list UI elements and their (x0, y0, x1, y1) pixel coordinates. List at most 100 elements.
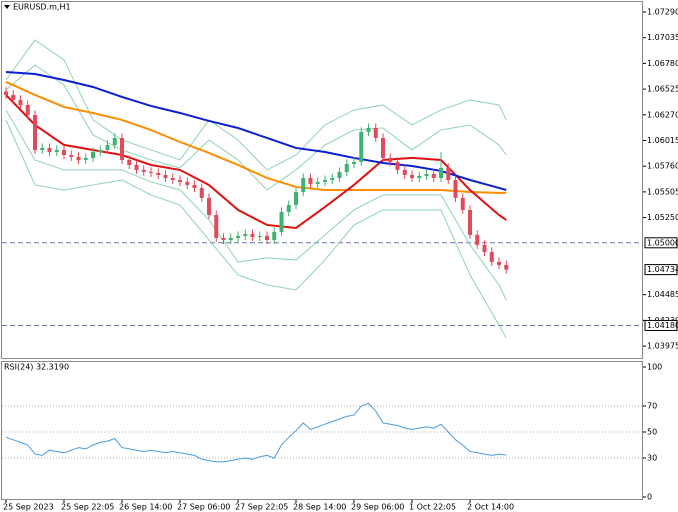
candle-body (410, 174, 414, 178)
candle-body (301, 177, 306, 192)
candle-body (504, 264, 509, 270)
x-tick-label: 25 Sep 2023 (3, 503, 54, 512)
price-level-label: 1.05000 (647, 238, 678, 247)
candle-body (460, 197, 465, 210)
candle-body (127, 159, 132, 165)
candle-body (431, 173, 436, 178)
candle-body (308, 177, 313, 184)
candle-body (257, 235, 262, 237)
x-tick-label: 26 Sep 14:00 (119, 503, 172, 512)
candle-body (243, 233, 248, 236)
candle-body (330, 177, 335, 180)
candle-body (344, 163, 349, 172)
price-level-box (644, 319, 678, 331)
candle-body (228, 237, 233, 240)
candle-body (446, 167, 451, 180)
y-tick-label: 1.07290 (647, 7, 678, 16)
candle-body (323, 180, 327, 182)
candle-body (62, 149, 66, 156)
y-tick-label: 0 (647, 493, 652, 502)
candle-body (4, 91, 8, 95)
candle-body (170, 177, 175, 180)
candle-body (69, 155, 74, 157)
rsi-line (5, 402, 507, 463)
indicator-line (5, 64, 507, 191)
candle-body (294, 191, 298, 205)
candle-body (207, 197, 211, 215)
candle-body (337, 171, 342, 178)
candle-body (482, 244, 487, 252)
candle-body (453, 180, 458, 198)
rsi-title: RSI(24) 32.3190 (4, 363, 69, 372)
candle-body (149, 171, 153, 173)
y-tick-label: 1.05250 (647, 213, 678, 222)
price-panel (1, 1, 643, 359)
candle-body (163, 174, 168, 178)
candle-body (388, 157, 393, 162)
indicator-line (5, 109, 507, 301)
candle-body (47, 147, 52, 152)
y-tick-label: 1.06525 (647, 85, 678, 94)
candle-body (156, 172, 161, 175)
candle-body (373, 127, 378, 138)
y-tick-label: 1.05760 (647, 162, 678, 171)
candle-body (33, 114, 37, 150)
x-tick-label: 25 Sep 22:05 (61, 503, 114, 512)
candle-body (272, 231, 277, 240)
candle-body (250, 233, 255, 237)
candle-body (221, 237, 226, 240)
indicator-line (5, 119, 507, 339)
x-tick-label: 27 Sep 22:05 (235, 503, 288, 512)
candle-body (395, 161, 400, 170)
rsi-panel (1, 361, 643, 500)
candle-body (18, 99, 23, 106)
current-price-label: 1.04734 (647, 265, 678, 274)
candle-body (98, 149, 103, 152)
candle-body (192, 184, 197, 188)
y-tick-label: 1.07035 (647, 33, 678, 42)
x-tick-label: 27 Sep 06:00 (177, 503, 230, 512)
x-tick-label: 1 Oct 22:05 (409, 503, 456, 512)
x-tick-label: 28 Sep 14:00 (293, 503, 346, 512)
candle-body (214, 214, 219, 238)
candle-body (424, 173, 429, 176)
candle-body (91, 151, 95, 158)
candle-body (417, 175, 422, 178)
menu-arrow[interactable] (4, 5, 10, 9)
candle-body (134, 164, 139, 170)
y-tick-label: 1.06015 (647, 136, 678, 145)
candle-body (141, 169, 146, 172)
candle-body (83, 157, 88, 160)
candle-body (178, 180, 182, 182)
candle-body (120, 137, 124, 160)
x-tick-label: 29 Sep 06:00 (351, 503, 404, 512)
candle-body (352, 161, 356, 164)
candle-body (105, 144, 110, 150)
y-tick-label: 1.03975 (647, 342, 678, 351)
y-tick-label: 70 (647, 402, 657, 411)
candle-body (236, 235, 240, 238)
candle-body (25, 105, 30, 115)
price-level-box (644, 237, 678, 249)
candle-body (185, 181, 190, 185)
candle-body (402, 169, 407, 175)
candle-body (489, 251, 494, 262)
indicator-line (5, 81, 507, 194)
candle-body (475, 234, 480, 245)
candle-body (439, 167, 443, 178)
candle-body (315, 181, 320, 184)
indicator-line (5, 39, 507, 171)
candle-body (468, 209, 472, 235)
y-tick-label: 1.06780 (647, 59, 678, 68)
y-tick-label: 1.05505 (647, 187, 678, 196)
candle-body (11, 94, 16, 100)
y-tick-label: 100 (647, 363, 662, 372)
current-price-box (644, 264, 678, 276)
x-tick-label: 2 Oct 14:00 (467, 503, 514, 512)
y-tick-label: 50 (647, 428, 657, 437)
candle-body (265, 235, 269, 240)
price-level-label: 1.04180 (647, 321, 678, 330)
candle-body (112, 137, 117, 145)
